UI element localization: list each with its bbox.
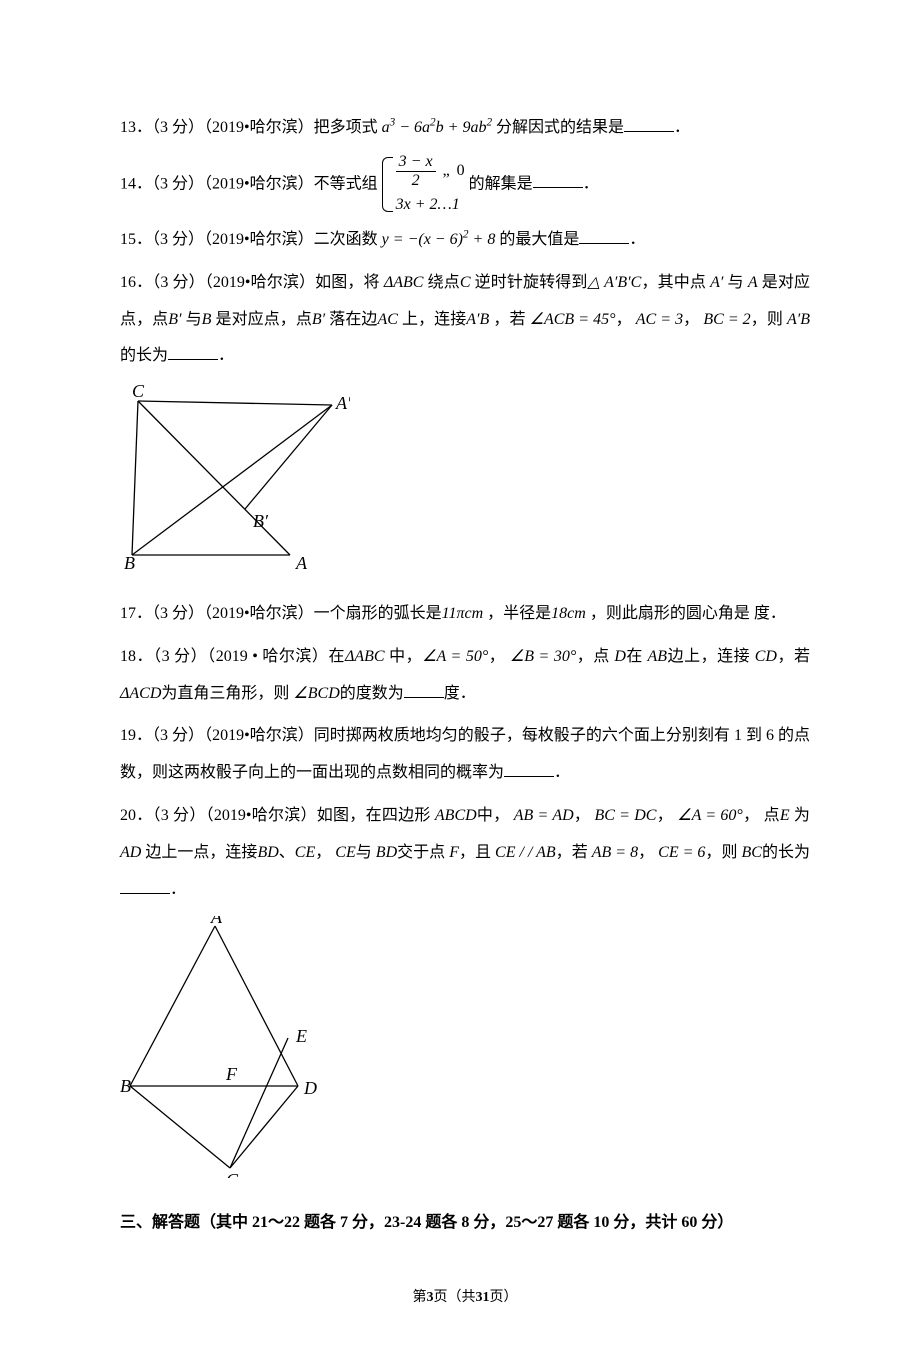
- fill-blank: [533, 172, 583, 188]
- points: （3 分）: [153, 807, 206, 824]
- points: （3 分）: [152, 605, 204, 622]
- figure-16: C A′ B A B′: [120, 383, 810, 586]
- points: （3 分）: [152, 175, 204, 192]
- svg-text:B: B: [120, 1076, 131, 1096]
- svg-text:A: A: [210, 916, 223, 927]
- source: （2019•哈尔滨）: [204, 175, 314, 192]
- source: （2019 • 哈尔滨）: [207, 648, 328, 665]
- svg-text:E: E: [295, 1026, 307, 1046]
- problem-20: 20．（3 分）（2019•哈尔滨）如图，在四边形 ABCD中， AB = AD…: [120, 798, 810, 908]
- fill-blank: [579, 228, 629, 244]
- text: 分解因式的结果是: [496, 119, 624, 136]
- problem-number: 14: [120, 175, 136, 192]
- svg-text:C: C: [226, 1170, 239, 1178]
- source: （2019•哈尔滨）: [204, 727, 314, 744]
- problem-15: 15 ． （3 分）（2019•哈尔滨）二次函数 y = −(x − 6)2 + 8…: [120, 222, 810, 259]
- points: （3 分）: [152, 274, 205, 291]
- svg-text:A′: A′: [335, 393, 350, 413]
- problem-19: 19．（3 分）（2019•哈尔滨）同时掷两枚质地均匀的骰子，每枚骰子的六个面上…: [120, 718, 810, 792]
- svg-text:A: A: [295, 553, 308, 571]
- source: （2019•哈尔滨）: [204, 119, 314, 136]
- svg-text:C: C: [132, 383, 145, 401]
- problem-number: 19: [120, 727, 136, 744]
- tail: ．: [629, 231, 645, 248]
- inequality-system: 3 − x 2 „ 0 3x + 2…1: [382, 153, 465, 216]
- math-expr: y = −(x − 6)2 + 8: [382, 231, 496, 248]
- fill-blank: [168, 344, 218, 360]
- source: （2019•哈尔滨）: [204, 605, 314, 622]
- page-footer: 第3页（共31页）: [120, 1282, 810, 1314]
- tail: ．: [583, 175, 599, 192]
- text: 把多项式: [314, 119, 378, 136]
- points: （3 分）: [152, 119, 204, 136]
- problem-number: 18: [120, 648, 136, 665]
- svg-text:F: F: [225, 1064, 238, 1084]
- problem-13: 13．（3 分）（2019•哈尔滨）把多项式 a3 − 6a2b + 9ab2 …: [120, 110, 810, 147]
- problem-number: 13: [120, 119, 136, 136]
- ineq-row-2: 3x + 2…1: [396, 194, 465, 216]
- figure-16-svg: C A′ B A B′: [120, 383, 350, 571]
- problem-number: 20: [120, 807, 136, 824]
- fill-blank: [624, 116, 674, 132]
- ineq-row-1: 3 − x 2 „ 0: [396, 162, 465, 179]
- problem-17: 17．（3 分）（2019•哈尔滨）一个扇形的弧长是11πcm ，半径是18cm…: [120, 596, 810, 633]
- problem-14: 14 ． （3 分）（2019•哈尔滨）不等式组 3 − x 2 „ 0 3x + …: [120, 153, 810, 216]
- math-expr: a3 − 6a2b + 9ab2: [382, 119, 492, 136]
- svg-text:D: D: [303, 1078, 317, 1098]
- tail: ．: [674, 119, 690, 136]
- problem-16: 16．（3 分）（2019•哈尔滨）如图，将 ΔABC 绕点C 逆时针旋转得到△…: [120, 265, 810, 375]
- svg-text:B: B: [124, 553, 135, 571]
- points: （3 分）: [152, 727, 204, 744]
- svg-text:B′: B′: [253, 511, 269, 531]
- figure-20: A B D C E F: [120, 916, 810, 1193]
- problem-number: 16: [120, 274, 136, 291]
- section-3-title: 三、解答题（其中 21～22 题各 7 分，23-24 题各 8 分，25～27…: [120, 1205, 810, 1242]
- problem-18: 18．（3 分）（2019 • 哈尔滨）在ΔABC 中，∠A = 50°， ∠B…: [120, 639, 810, 713]
- problem-number: 15: [120, 231, 136, 248]
- fill-blank: [120, 878, 170, 894]
- source: （2019•哈尔滨）: [204, 231, 314, 248]
- text: 不等式组: [314, 175, 378, 192]
- fill-blank: [504, 761, 554, 777]
- fill-blank: [404, 682, 444, 698]
- source: （2019•哈尔滨）: [205, 274, 315, 291]
- text: 的最大值是: [499, 231, 579, 248]
- points: （3 分）: [152, 231, 204, 248]
- figure-20-svg: A B D C E F: [120, 916, 330, 1178]
- problem-number: 17: [120, 605, 136, 622]
- text: 的解集是: [469, 175, 533, 192]
- points: （3 分）: [153, 648, 207, 665]
- fraction: 3 − x 2: [396, 153, 436, 189]
- text: 二次函数: [314, 231, 378, 248]
- source: （2019•哈尔滨）: [206, 807, 317, 824]
